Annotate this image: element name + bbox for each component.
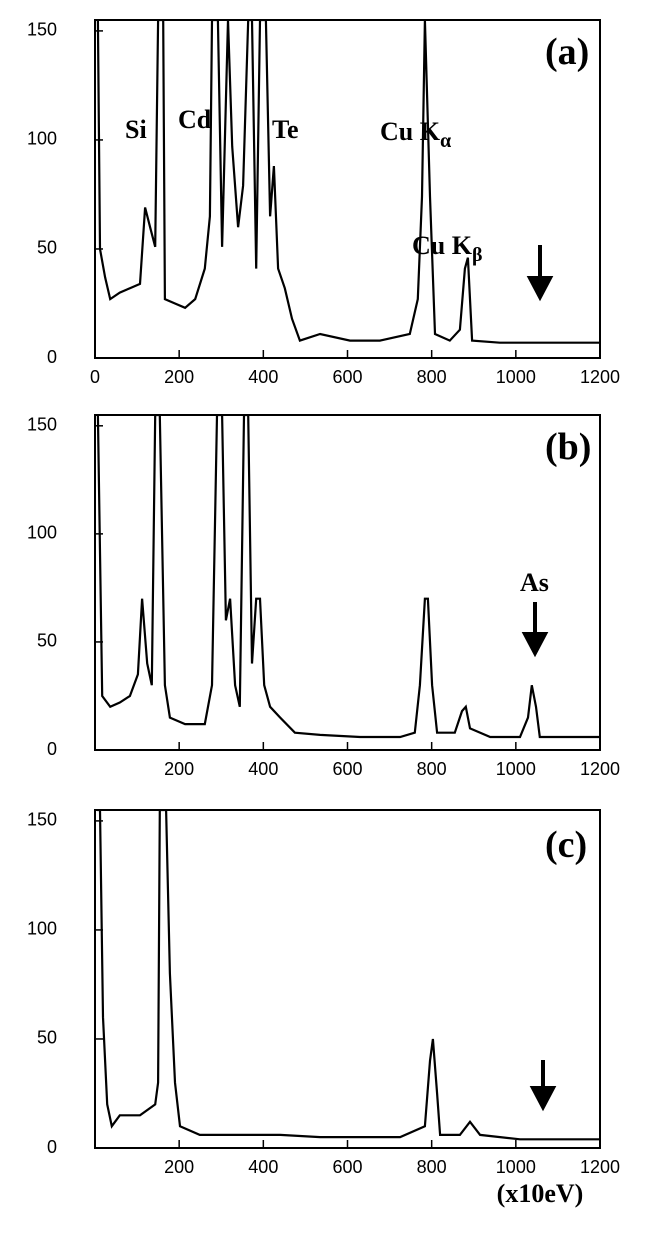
- x-tick-label: 800: [417, 1157, 447, 1177]
- x-tick-label: 1000: [496, 367, 536, 387]
- annotation-text: (b): [545, 426, 591, 468]
- arrows: [521, 245, 557, 1112]
- annotation: (c): [545, 824, 587, 866]
- spectrum-line: [96, 415, 600, 739]
- y-tick-label: 0: [47, 739, 57, 759]
- annotation-text: Cu K: [412, 231, 473, 260]
- arrow-head: [526, 276, 554, 302]
- x-tick-label: 600: [332, 367, 362, 387]
- annotation-text: (c): [545, 824, 587, 866]
- annotation: (a): [545, 31, 589, 73]
- annotation: Cu Kβ: [412, 231, 483, 266]
- annotation: Si: [125, 115, 147, 144]
- y-tick-label: 150: [27, 415, 57, 435]
- y-tick-label: 50: [37, 238, 57, 258]
- x-tick-label: 600: [332, 1157, 362, 1177]
- x-axis-label: (x10eV): [497, 1179, 584, 1208]
- annotation-subscript: β: [472, 244, 483, 266]
- annotation-text: Si: [125, 115, 147, 144]
- y-tick-label: 150: [27, 20, 57, 40]
- x-tick-label: 200: [164, 1157, 194, 1177]
- annotation-subscript: α: [440, 130, 451, 152]
- spectrum-line: [96, 20, 600, 344]
- y-tick-label: 0: [47, 347, 57, 367]
- y-tick-label: 100: [27, 919, 57, 939]
- annotation: Cd: [178, 105, 212, 134]
- arrow-head: [521, 632, 549, 658]
- annotation: Cu Kα: [380, 117, 451, 152]
- y-tick-label: 100: [27, 129, 57, 149]
- x-tick-label: 0: [90, 367, 100, 387]
- plot-frame: [94, 19, 601, 359]
- y-tick-label: 150: [27, 810, 57, 830]
- spectrum-line: [97, 810, 600, 1141]
- x-tick-label: 1200: [580, 367, 620, 387]
- annotation-text: Cd: [178, 105, 212, 134]
- x-tick-label: 800: [417, 367, 447, 387]
- x-tick-label: 600: [332, 759, 362, 779]
- y-tick-label: 50: [37, 1028, 57, 1048]
- annotation: (b): [545, 426, 591, 468]
- x-tick-label: 400: [248, 1157, 278, 1177]
- x-tick-label: 200: [164, 367, 194, 387]
- annotation-text: Te: [272, 115, 299, 144]
- x-tick-label: 200: [164, 759, 194, 779]
- arrow-head: [529, 1086, 557, 1112]
- x-tick-label: 400: [248, 367, 278, 387]
- x-tick-label: 1000: [496, 1157, 536, 1177]
- x-tick-label: 1200: [580, 759, 620, 779]
- annotation-text: As: [520, 568, 549, 597]
- x-tick-label: 800: [417, 759, 447, 779]
- x-tick-label: 400: [248, 759, 278, 779]
- annotation-text: (a): [545, 31, 589, 73]
- x-tick-label: 1000: [496, 759, 536, 779]
- annotation: As: [520, 568, 549, 597]
- annotation: Te: [272, 115, 299, 144]
- y-tick-label: 50: [37, 631, 57, 651]
- x-tick-label: 1200: [580, 1157, 620, 1177]
- y-tick-label: 100: [27, 523, 57, 543]
- annotation-text: Cu K: [380, 117, 441, 146]
- y-tick-label: 0: [47, 1137, 57, 1157]
